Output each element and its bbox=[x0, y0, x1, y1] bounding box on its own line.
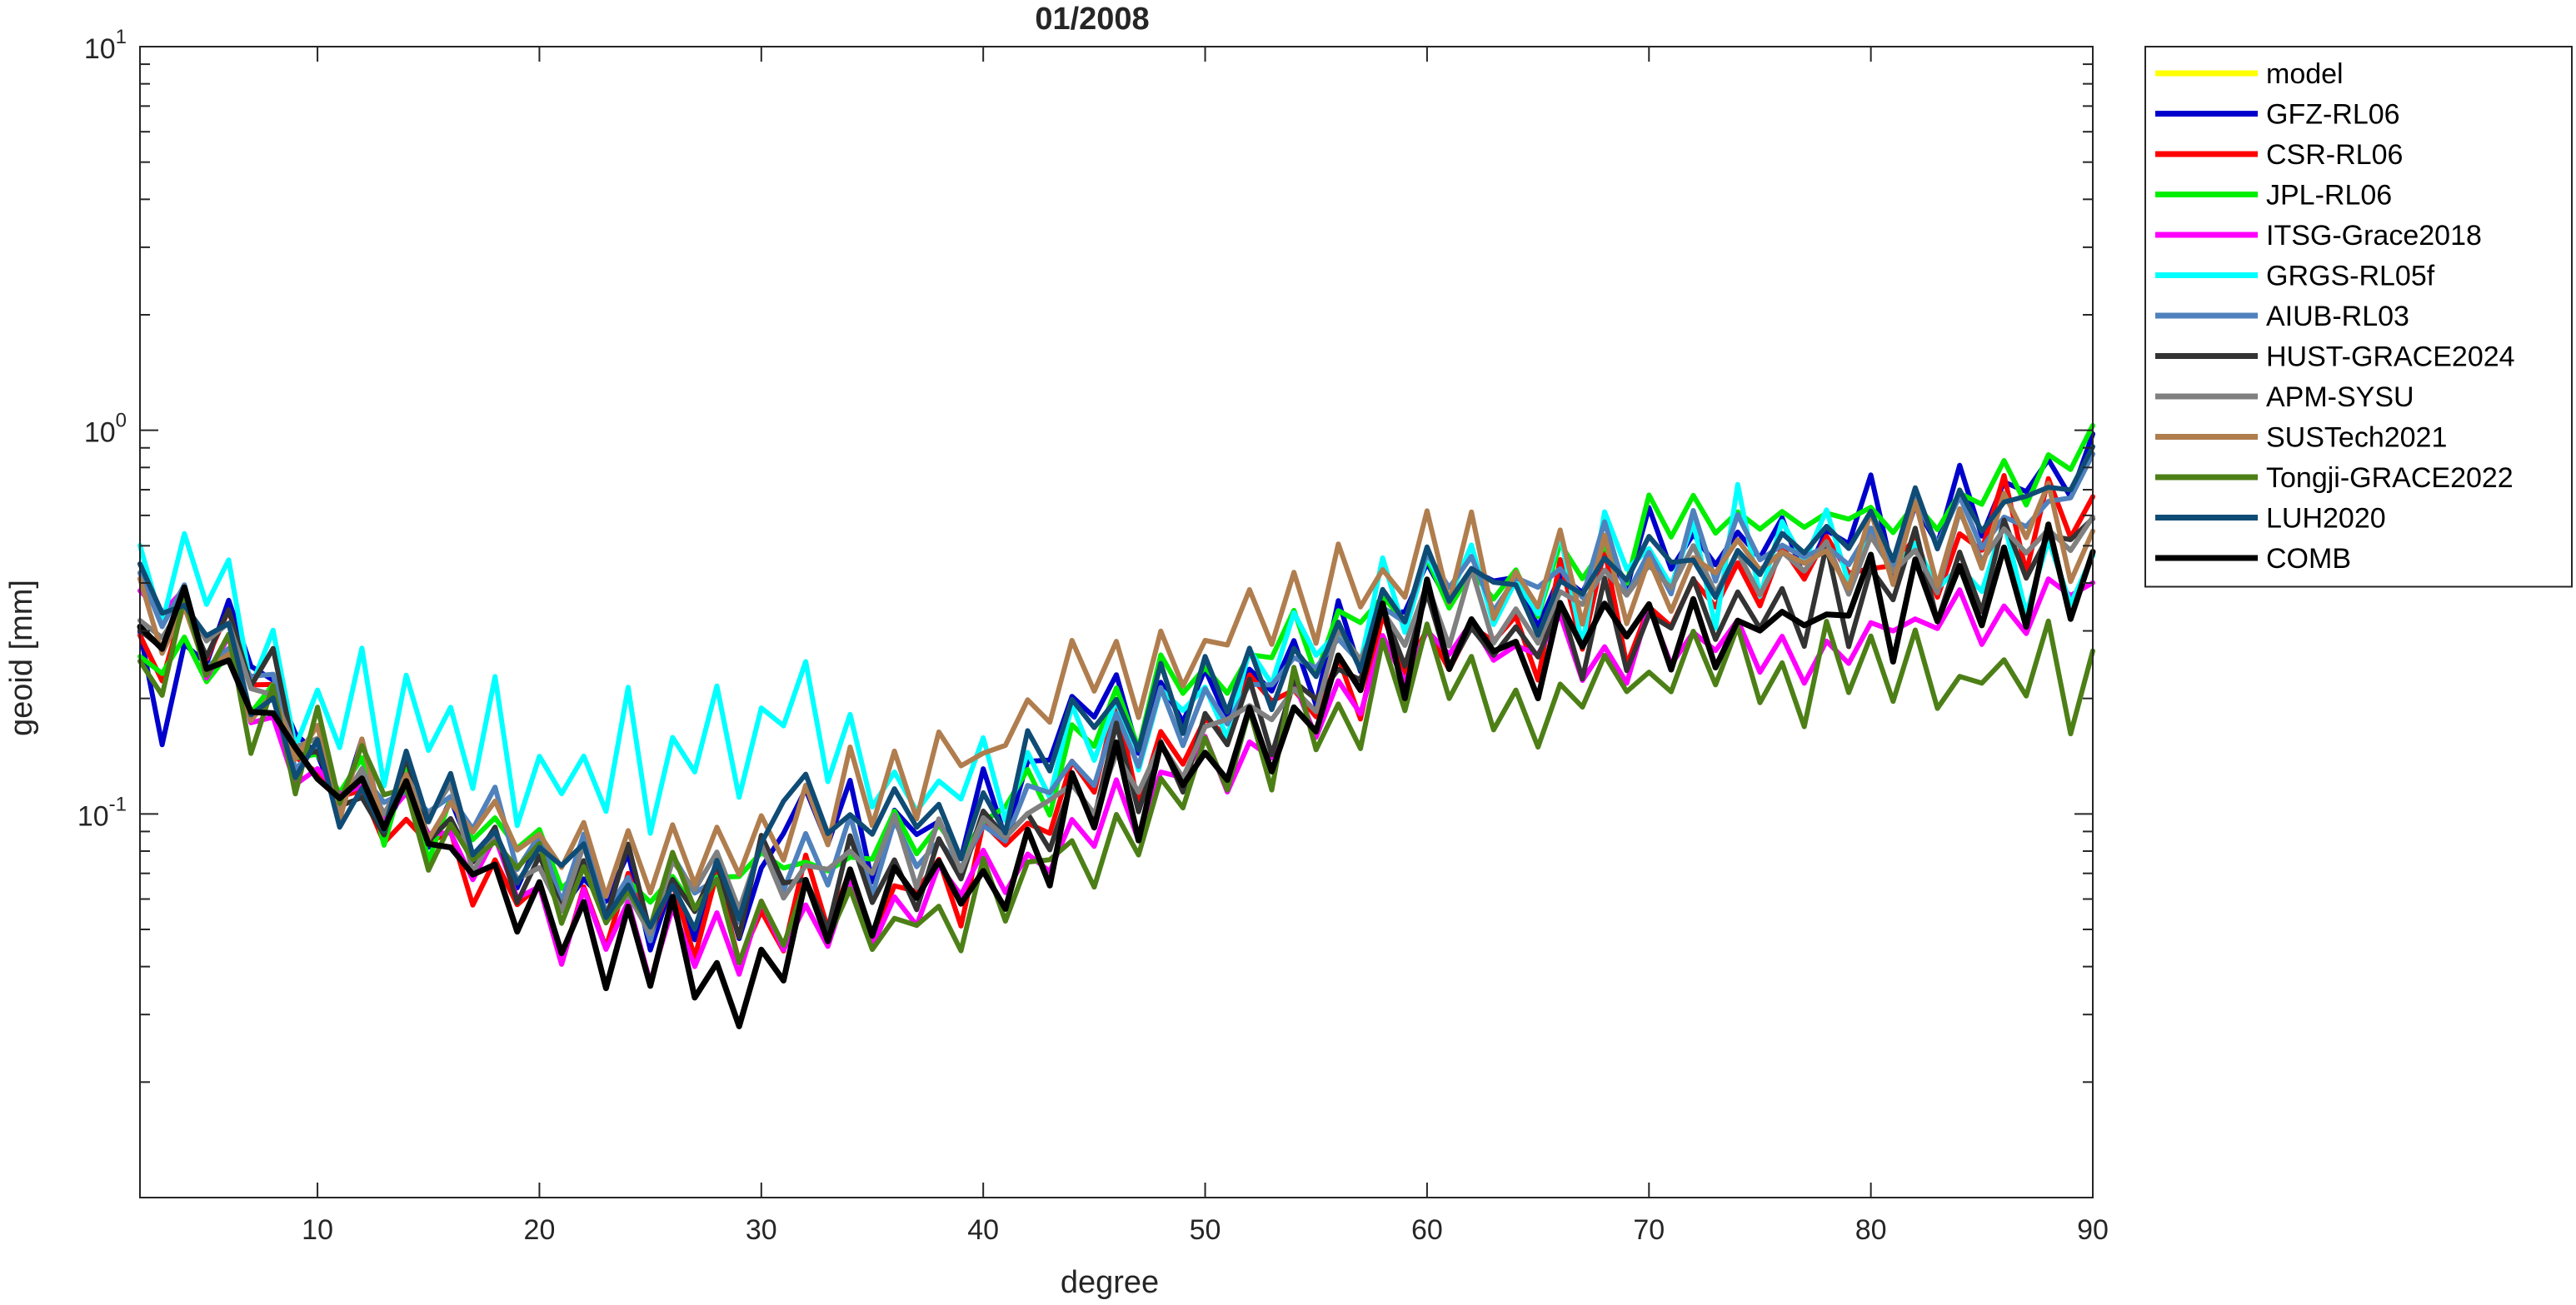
axes: 10 20 30 40 50 60 70 80 90 10-1 100 101 bbox=[77, 26, 2109, 1246]
y-tick-label: 101 bbox=[84, 26, 127, 65]
x-tick-label: 90 bbox=[2077, 1214, 2109, 1246]
legend-entry-label: AIUB-RL03 bbox=[2266, 301, 2409, 332]
x-tick-label: 30 bbox=[746, 1214, 777, 1246]
x-tick-label: 10 bbox=[302, 1214, 333, 1246]
y-tick-label: 10-1 bbox=[77, 793, 127, 832]
legend-entry-label: APM-SYSU bbox=[2266, 381, 2414, 413]
legend-entry-label: GRGS-RL05f bbox=[2266, 261, 2435, 292]
y-axis-label: geoid [mm] bbox=[4, 580, 39, 736]
plot-series-group bbox=[137, 422, 2096, 1029]
x-tick-label: 70 bbox=[1633, 1214, 1665, 1246]
x-tick-label: 60 bbox=[1411, 1214, 1443, 1246]
legend-entry-label: LUH2020 bbox=[2266, 503, 2386, 535]
series-line-tongji-grace2022 bbox=[137, 595, 2095, 966]
x-tick-label: 20 bbox=[524, 1214, 556, 1246]
legend-entry-label: JPL-RL06 bbox=[2266, 180, 2392, 212]
legend-entry-label: HUST-GRACE2024 bbox=[2266, 341, 2515, 373]
x-axis-label: degree bbox=[1061, 1265, 1159, 1300]
series-line-comb bbox=[137, 521, 2096, 1029]
legend-entry-label: model bbox=[2266, 58, 2344, 90]
x-tick-label: 80 bbox=[1855, 1214, 1887, 1246]
chart-title: 01/2008 bbox=[1035, 2, 1149, 37]
y-tick-label: 100 bbox=[84, 410, 127, 449]
legend: model GFZ-RL06 CSR-RL06 JPL-RL06 ITSG-Grace2… bbox=[2144, 46, 2573, 588]
legend-entry-label: SUSTech2021 bbox=[2266, 422, 2447, 454]
legend-entry-label: CSR-RL06 bbox=[2266, 139, 2403, 171]
legend-entry-label: ITSG-Grace2018 bbox=[2266, 220, 2482, 252]
legend-entry-label: Tongji-GRACE2022 bbox=[2266, 462, 2514, 494]
x-tick-label: 50 bbox=[1190, 1214, 1221, 1246]
series-line-luh2020 bbox=[137, 444, 2095, 932]
plot-area-border bbox=[139, 46, 2094, 1198]
legend-entry-label: COMB bbox=[2266, 543, 2351, 575]
x-tick-label: 40 bbox=[967, 1214, 999, 1246]
legend-entry-label: GFZ-RL06 bbox=[2266, 99, 2400, 131]
